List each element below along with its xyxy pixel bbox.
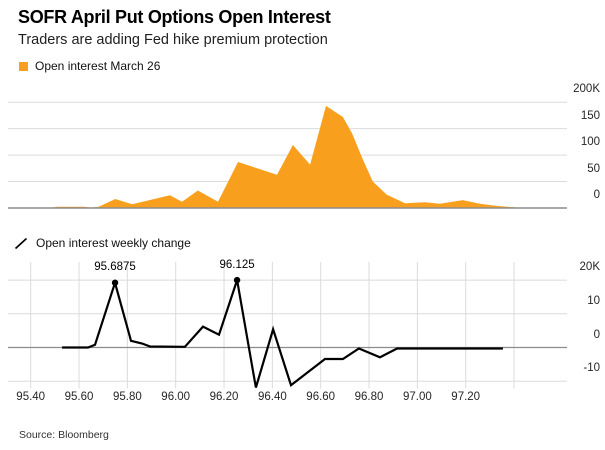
x-tick-label: 96.00 — [161, 391, 191, 403]
open-interest-area-series — [50, 105, 523, 208]
top-y-tick-label: 50 — [587, 162, 600, 175]
x-tick-label: 95.60 — [64, 391, 94, 403]
top-y-tick-label: 100 — [580, 136, 600, 149]
line-series-icon — [14, 237, 28, 249]
x-tick-label: 97.00 — [403, 391, 432, 403]
bottom-y-tick-label: 20K — [579, 261, 600, 274]
page-title: SOFR April Put Options Open Interest — [18, 7, 331, 27]
weekly-change-line-series — [62, 278, 503, 388]
x-tick-label: 97.20 — [451, 391, 481, 403]
x-tick-label: 96.40 — [258, 391, 287, 403]
top-y-tick-label: 150 — [580, 109, 600, 122]
x-tick-label: 95.80 — [113, 391, 142, 403]
bottom-y-tick-label: -10 — [583, 362, 600, 375]
source-label: Source: Bloomberg — [19, 429, 109, 441]
x-tick-label: 96.60 — [306, 391, 336, 403]
peak-markers — [111, 276, 241, 286]
legend-weekly-change: Open interest weekly change — [14, 236, 191, 250]
x-tick-label: 95.40 — [16, 391, 46, 403]
top-y-tick-label: 200K — [573, 83, 600, 96]
peak-annotation: 96.125 — [219, 258, 255, 271]
legend-weekly-change-label: Open interest weekly change — [36, 236, 191, 250]
top-y-tick-label: 0 — [593, 189, 600, 201]
legend-open-interest-label: Open interest March 26 — [35, 59, 161, 73]
bottom-y-tick-label: 0 — [593, 328, 600, 341]
area-series-swatch-icon — [19, 61, 28, 71]
bottom-y-tick-label: 10 — [587, 294, 600, 307]
peak-annotation: 95.6875 — [94, 261, 136, 274]
x-tick-label: 96.20 — [209, 391, 239, 403]
page-subtitle: Traders are adding Fed hike premium prot… — [18, 32, 328, 48]
legend-open-interest: Open interest March 26 — [19, 59, 160, 73]
bottom-chart-gridlines — [8, 262, 567, 389]
x-tick-label: 96.80 — [354, 391, 384, 403]
